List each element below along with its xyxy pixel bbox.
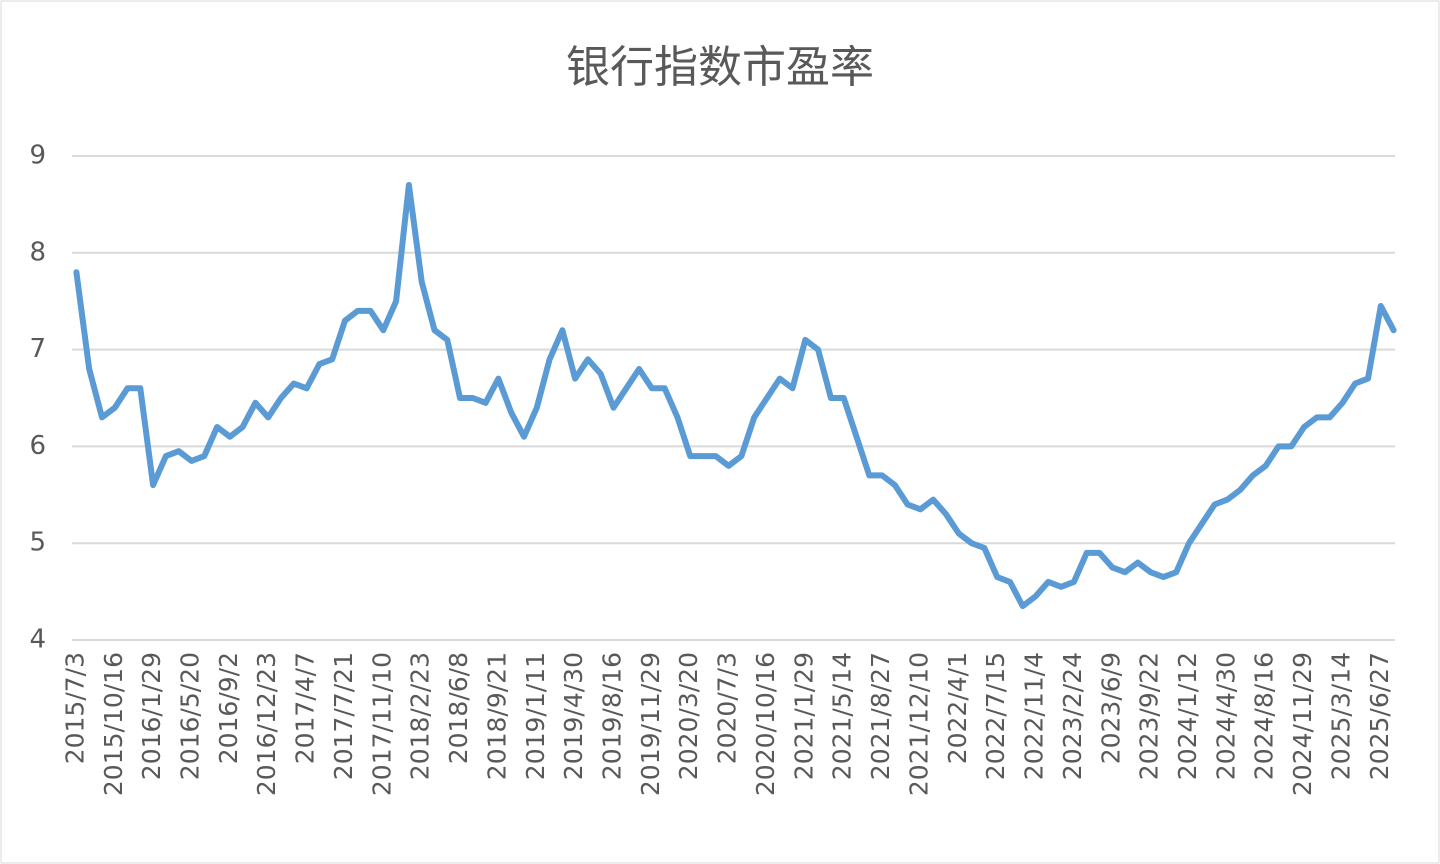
x-tick-label: 2016/9/2 xyxy=(214,652,243,764)
x-tick-label: 2020/7/3 xyxy=(713,652,742,764)
x-tick-label: 2023/2/24 xyxy=(1058,652,1087,780)
x-tick-label: 2021/1/29 xyxy=(789,652,818,780)
y-tick-label: 7 xyxy=(29,334,46,364)
x-tick-label: 2022/7/15 xyxy=(981,652,1010,780)
x-tick-label: 2022/11/4 xyxy=(1020,652,1049,780)
x-tick-label: 2017/7/21 xyxy=(329,652,358,780)
x-tick-label: 2016/12/23 xyxy=(252,652,281,796)
x-tick-label: 2015/10/16 xyxy=(99,652,128,796)
x-tick-label: 2016/5/20 xyxy=(175,652,204,780)
x-tick-label: 2021/12/10 xyxy=(904,652,933,796)
x-tick-label: 2018/9/21 xyxy=(482,652,511,780)
x-tick-label: 2023/6/9 xyxy=(1096,652,1125,764)
y-tick-label: 4 xyxy=(29,625,46,655)
x-tick-label: 2018/6/8 xyxy=(444,652,473,764)
x-tick-label: 2020/3/20 xyxy=(674,652,703,780)
chart-title: 银行指数市盈率 xyxy=(566,42,874,93)
x-tick-label: 2015/7/3 xyxy=(60,652,89,764)
x-tick-label: 2019/4/30 xyxy=(559,652,588,780)
x-tick-label: 2024/8/16 xyxy=(1250,652,1279,780)
y-tick-label: 6 xyxy=(29,431,46,461)
x-tick-label: 2023/9/22 xyxy=(1135,652,1164,780)
x-tick-label: 2019/1/11 xyxy=(521,652,550,780)
y-tick-label: 8 xyxy=(29,237,46,267)
x-tick-label: 2020/10/16 xyxy=(751,652,780,796)
x-tick-label: 2021/8/27 xyxy=(866,652,895,780)
x-tick-label: 2024/11/29 xyxy=(1288,652,1317,796)
x-tick-label: 2016/1/29 xyxy=(137,652,166,780)
x-tick-label: 2019/8/16 xyxy=(598,652,627,780)
y-tick-label: 9 xyxy=(29,141,46,171)
x-tick-label: 2017/4/7 xyxy=(291,652,320,764)
x-tick-label: 2019/11/29 xyxy=(636,652,665,796)
x-tick-label: 2017/11/10 xyxy=(367,652,396,796)
x-tick-label: 2025/3/14 xyxy=(1326,652,1355,780)
x-tick-label: 2022/4/1 xyxy=(943,652,972,764)
x-tick-label: 2021/5/14 xyxy=(828,652,857,780)
x-tick-label: 2018/2/23 xyxy=(406,652,435,780)
x-tick-label: 2025/6/27 xyxy=(1365,652,1394,780)
data-line xyxy=(73,182,1397,610)
x-tick-label: 2024/1/12 xyxy=(1173,652,1202,780)
y-tick-label: 5 xyxy=(29,528,46,558)
x-tick-label: 2024/4/30 xyxy=(1211,652,1240,780)
